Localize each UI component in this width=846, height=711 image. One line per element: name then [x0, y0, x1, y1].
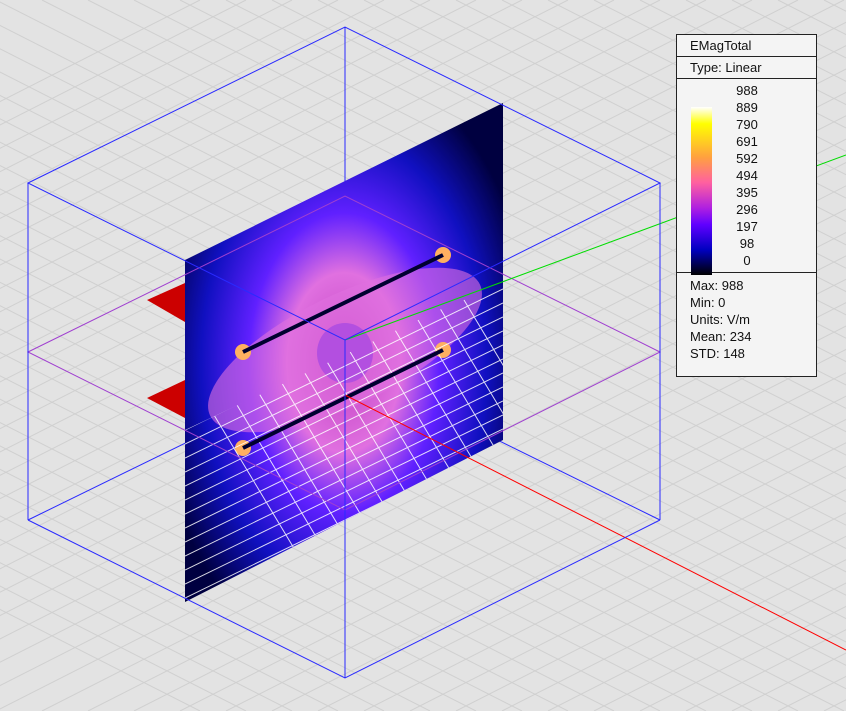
grid-line — [179, 0, 846, 339]
grid-line — [225, 395, 846, 711]
grid-line — [185, 302, 503, 459]
box-front-edges — [26, 26, 662, 679]
grid-line — [271, 418, 846, 711]
grid-line — [363, 0, 846, 246]
grid-line — [133, 348, 846, 711]
grid-line — [405, 299, 503, 602]
grid-line — [0, 421, 569, 711]
grid-line — [317, 442, 846, 711]
grid-line — [225, 0, 846, 316]
grid-line — [0, 0, 339, 173]
legend-tick: 0 — [743, 253, 751, 268]
slot-lower — [242, 348, 444, 450]
legend-tick: 296 — [736, 202, 758, 217]
grid-line — [185, 400, 503, 557]
grid-line — [0, 562, 293, 711]
grid-line — [0, 0, 293, 149]
legend-stat: Units: V/m — [690, 312, 750, 327]
grid-line — [593, 0, 846, 129]
grid-line — [317, 0, 846, 269]
legend-stat: Max: 988 — [690, 278, 744, 293]
color-scale: 988 889 790 691 592 494 395 296 197 98 0 — [677, 79, 816, 275]
grid-line — [185, 414, 503, 571]
grid-line — [185, 330, 503, 487]
port-left — [147, 283, 185, 418]
grid-line — [0, 608, 201, 711]
grid-line — [185, 358, 503, 515]
grid-line — [0, 468, 477, 711]
grid-line — [0, 515, 385, 711]
legend-tick: 889 — [736, 100, 758, 115]
legend-stat: STD: 148 — [690, 346, 745, 361]
legend-tick: 395 — [736, 185, 758, 200]
legend-tick: 98 — [739, 236, 755, 251]
grid-line — [0, 0, 477, 243]
grid-line — [0, 0, 569, 290]
grid-line — [185, 372, 503, 529]
grid-line — [547, 559, 846, 711]
grid-line — [434, 299, 503, 602]
legend-tick: 790 — [736, 117, 758, 132]
grid-line — [0, 0, 799, 406]
legend-tick: 988 — [736, 83, 758, 98]
legend-title: EMagTotal — [677, 35, 816, 57]
grid-line — [363, 465, 846, 711]
legend-tick: 197 — [736, 219, 758, 234]
legend-type: Type: Linear — [677, 57, 816, 79]
color-bar — [691, 107, 712, 275]
grid-line — [185, 316, 503, 473]
grid-line — [185, 344, 503, 501]
grid-line — [0, 585, 247, 711]
grid-line — [185, 428, 503, 585]
grid-line — [0, 445, 523, 711]
grid-line — [0, 375, 661, 711]
grid-line — [455, 512, 846, 711]
grid-line — [0, 0, 385, 196]
grid-line — [0, 0, 753, 383]
legend-tick: 691 — [736, 134, 758, 149]
grid-line — [409, 489, 846, 711]
grid-line — [0, 0, 661, 336]
grid-line — [185, 299, 386, 602]
legend-stat: Min: 0 — [690, 295, 726, 310]
legend-tick: 592 — [736, 151, 758, 166]
grid-line — [271, 0, 846, 293]
grid-line — [185, 288, 503, 445]
x-axis — [344, 394, 846, 651]
legend-stat: Mean: 234 — [690, 329, 752, 344]
legend-tick: 494 — [736, 168, 758, 183]
grid-line — [501, 535, 846, 711]
grid-line — [0, 0, 247, 126]
field-legend[interactable]: EMagTotal Type: Linear 988 889 790 691 592 49… — [676, 34, 817, 377]
slot-upper — [242, 253, 444, 354]
grid-line — [0, 0, 615, 313]
grid-line — [0, 0, 523, 266]
grid-line — [0, 538, 339, 711]
grid-line — [0, 0, 431, 219]
grid-line — [593, 582, 846, 711]
grid-line — [179, 372, 846, 711]
grid-line — [185, 386, 503, 543]
grid-line — [0, 398, 615, 711]
grid-line — [0, 0, 201, 103]
grid-line — [409, 0, 846, 222]
